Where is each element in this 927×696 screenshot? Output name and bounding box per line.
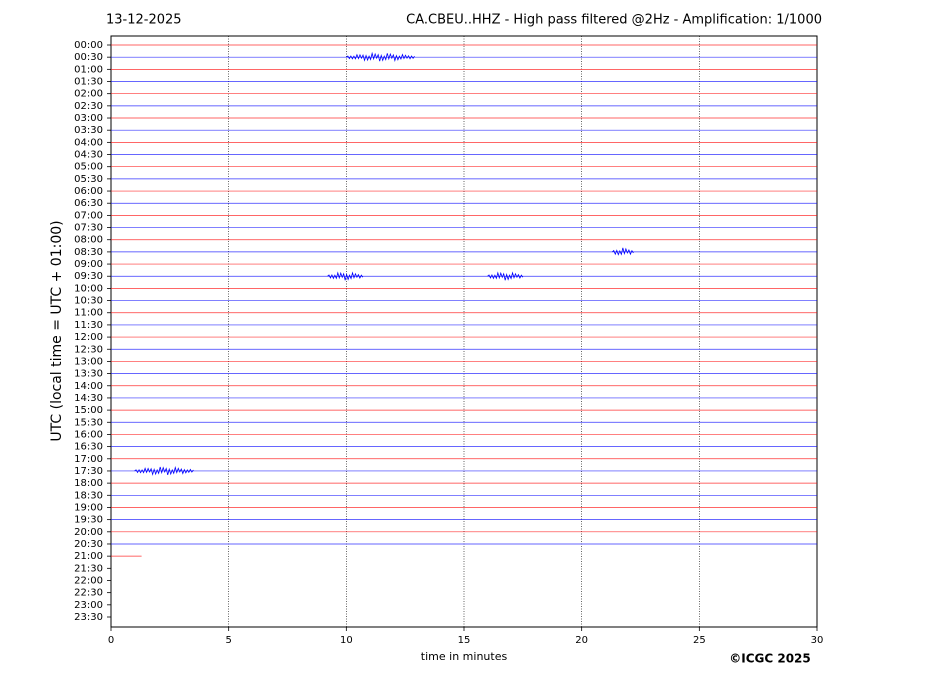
y-tick-label: 11:30 <box>74 320 103 331</box>
burst <box>346 51 415 62</box>
y-tick-label: 17:30 <box>74 466 103 477</box>
y-tick-label: 02:00 <box>74 89 103 100</box>
y-tick-label: 14:00 <box>74 381 103 392</box>
y-tick-label: 07:30 <box>74 223 103 234</box>
y-tick-label: 00:30 <box>74 52 103 63</box>
y-tick-label: 03:30 <box>74 125 103 136</box>
x-axis-label: time in minutes <box>421 650 508 663</box>
y-tick-label: 20:30 <box>74 539 103 550</box>
chart-title: CA.CBEU..HHZ - High pass filtered @2Hz -… <box>406 13 822 28</box>
y-tick-label: 15:00 <box>74 405 103 416</box>
y-tick-label: 00:00 <box>74 40 103 51</box>
y-tick-label: 19:30 <box>74 515 103 526</box>
y-tick-label: 03:00 <box>74 113 103 124</box>
y-tick-label: 18:30 <box>74 490 103 501</box>
x-tick-label: 25 <box>693 635 706 646</box>
x-tick-label: 5 <box>225 635 231 646</box>
y-tick-label: 23:00 <box>74 600 103 611</box>
x-tick-label: 20 <box>575 635 588 646</box>
y-tick-label: 22:00 <box>74 575 103 586</box>
y-tick-label: 01:00 <box>74 64 103 75</box>
y-tick-label: 06:30 <box>74 198 103 209</box>
y-tick-label: 22:30 <box>74 588 103 599</box>
y-tick-label: 04:00 <box>74 137 103 148</box>
y-tick-label: 10:00 <box>74 283 103 294</box>
y-tick-label: 09:00 <box>74 259 103 270</box>
x-tick-label: 15 <box>458 635 471 646</box>
y-tick-label: 23:30 <box>74 612 103 623</box>
burst <box>134 466 194 476</box>
y-tick-label: 11:00 <box>74 308 103 319</box>
y-tick-label: 18:00 <box>74 478 103 489</box>
y-tick-label: 21:30 <box>74 563 103 574</box>
y-tick-label: 16:00 <box>74 429 103 440</box>
y-tick-label: 08:30 <box>74 247 103 258</box>
y-tick-label: 01:30 <box>74 77 103 88</box>
y-tick-label: 02:30 <box>74 101 103 112</box>
y-tick-label: 17:00 <box>74 454 103 465</box>
y-tick-label: 16:30 <box>74 442 103 453</box>
x-tick-label: 30 <box>811 635 824 646</box>
y-axis-label: UTC (local time = UTC + 01:00) <box>49 220 65 441</box>
y-tick-label: 05:00 <box>74 162 103 173</box>
y-tick-label: 13:00 <box>74 356 103 367</box>
x-tick-label: 10 <box>340 635 353 646</box>
credit: ©ICGC 2025 <box>729 652 811 666</box>
y-tick-label: 10:30 <box>74 296 103 307</box>
y-tick-label: 20:00 <box>74 527 103 538</box>
y-tick-label: 04:30 <box>74 150 103 161</box>
y-tick-label: 12:00 <box>74 332 103 343</box>
y-tick-label: 13:30 <box>74 369 103 380</box>
y-tick-label: 19:00 <box>74 502 103 513</box>
chart-date: 13-12-2025 <box>106 13 182 28</box>
y-tick-label: 05:30 <box>74 174 103 185</box>
y-tick-label: 21:00 <box>74 551 103 562</box>
y-tick-label: 06:00 <box>74 186 103 197</box>
y-tick-label: 12:30 <box>74 344 103 355</box>
burst <box>327 271 364 281</box>
y-tick-label: 08:00 <box>74 235 103 246</box>
y-tick-label: 07:00 <box>74 210 103 221</box>
y-tick-label: 15:30 <box>74 417 103 428</box>
y-tick-label: 09:30 <box>74 271 103 282</box>
y-tick-label: 14:30 <box>74 393 103 404</box>
burst <box>487 271 524 281</box>
burst <box>611 247 634 256</box>
x-tick-label: 0 <box>108 635 114 646</box>
